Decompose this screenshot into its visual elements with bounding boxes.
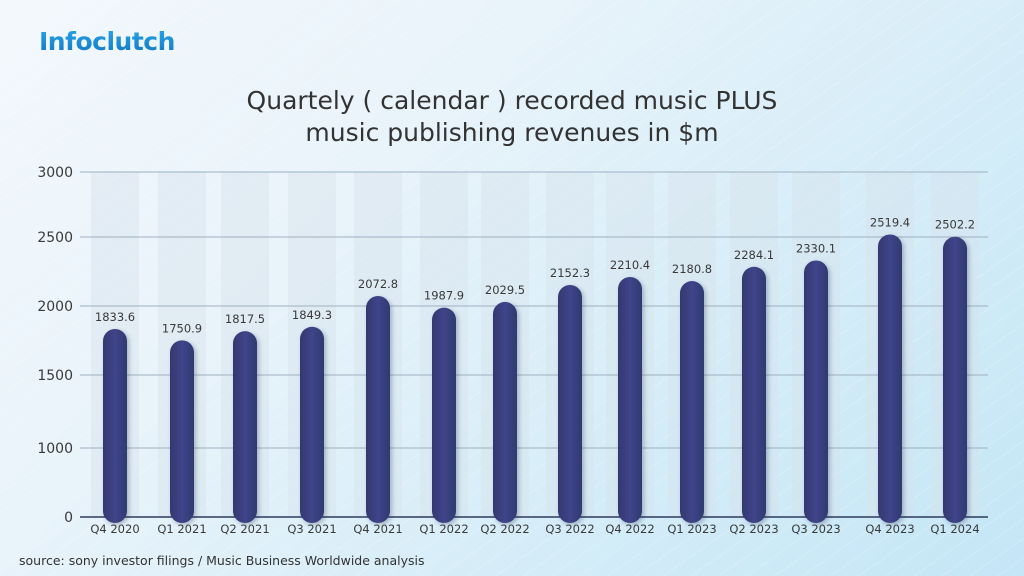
y-tick-label: 0 bbox=[64, 510, 73, 526]
x-tick-label: Q3 2022 bbox=[545, 522, 594, 536]
x-tick-label: Q2 2022 bbox=[480, 522, 529, 536]
bar bbox=[493, 301, 517, 523]
bar-value-label: 1849.3 bbox=[292, 308, 332, 322]
bar-value-label: 2210.4 bbox=[610, 258, 650, 272]
bar bbox=[300, 326, 324, 523]
y-tick-label: 1000 bbox=[37, 441, 73, 457]
bar-value-label: 1987.9 bbox=[424, 289, 464, 303]
bar bbox=[366, 295, 390, 523]
x-axis: Q4 2020 Q1 2021 Q2 2021 Q3 2021 Q4 2021 Q1 20… bbox=[90, 522, 979, 536]
x-tick-label: Q4 2023 bbox=[865, 522, 914, 536]
chart-title: Quartely ( calendar ) recorded music PLU… bbox=[0, 85, 1024, 149]
bar-value-label: 2180.8 bbox=[672, 262, 712, 276]
infoclutch-logo: Infoclutch bbox=[39, 27, 175, 56]
bar bbox=[742, 266, 766, 523]
y-tick-label: 1500 bbox=[37, 368, 73, 384]
x-tick-label: Q1 2021 bbox=[157, 522, 206, 536]
x-tick-label: Q3 2023 bbox=[791, 522, 840, 536]
bar bbox=[804, 260, 828, 523]
bar-value-label: 2519.4 bbox=[870, 215, 910, 229]
x-tick-label: Q1 2023 bbox=[667, 522, 716, 536]
data-labels: 1833.6 1750.9 1817.5 1849.3 2072.8 1987.9 2029… bbox=[95, 215, 975, 335]
x-tick-label: Q4 2022 bbox=[605, 522, 654, 536]
x-tick-label: Q4 2020 bbox=[90, 522, 139, 536]
bar bbox=[680, 281, 704, 523]
x-tick-label: Q4 2021 bbox=[353, 522, 402, 536]
bar-value-label: 2152.3 bbox=[550, 266, 590, 280]
bar-value-label: 1750.9 bbox=[162, 321, 202, 335]
y-tick-label: 3000 bbox=[37, 165, 73, 181]
bar-value-label: 2502.2 bbox=[935, 218, 975, 232]
bar bbox=[558, 284, 582, 523]
column-backgrounds bbox=[91, 172, 979, 517]
bars bbox=[103, 234, 967, 524]
x-tick-label: Q3 2021 bbox=[287, 522, 336, 536]
gridlines bbox=[80, 171, 988, 518]
chart-title-line-1: Quartely ( calendar ) recorded music PLU… bbox=[246, 86, 778, 115]
bar-value-label: 2284.1 bbox=[734, 248, 774, 262]
x-tick-label: Q1 2022 bbox=[419, 522, 468, 536]
bar bbox=[878, 234, 902, 523]
bar bbox=[233, 331, 257, 523]
x-tick-label: Q2 2021 bbox=[220, 522, 269, 536]
bar-value-label: 2072.8 bbox=[358, 277, 398, 291]
bar-value-label: 1833.6 bbox=[95, 310, 135, 324]
bar bbox=[618, 276, 642, 523]
bar-value-label: 2330.1 bbox=[796, 241, 836, 255]
y-axis: 0 1000 1500 2000 2500 3000 bbox=[37, 165, 73, 526]
y-tick-label: 2500 bbox=[37, 230, 73, 246]
source-note: source: sony investor filings / Music Bu… bbox=[19, 553, 425, 568]
bar bbox=[103, 328, 127, 523]
bar bbox=[170, 340, 194, 523]
y-tick-label: 2000 bbox=[37, 299, 73, 315]
bar-value-label: 2029.5 bbox=[485, 283, 525, 297]
x-tick-label: Q2 2023 bbox=[729, 522, 778, 536]
bar-value-label: 1817.5 bbox=[225, 312, 265, 326]
bar bbox=[432, 307, 456, 523]
x-tick-label: Q1 2024 bbox=[930, 522, 979, 536]
bar bbox=[943, 236, 967, 524]
chart-title-line-2: music publishing revenues in $m bbox=[305, 118, 719, 147]
